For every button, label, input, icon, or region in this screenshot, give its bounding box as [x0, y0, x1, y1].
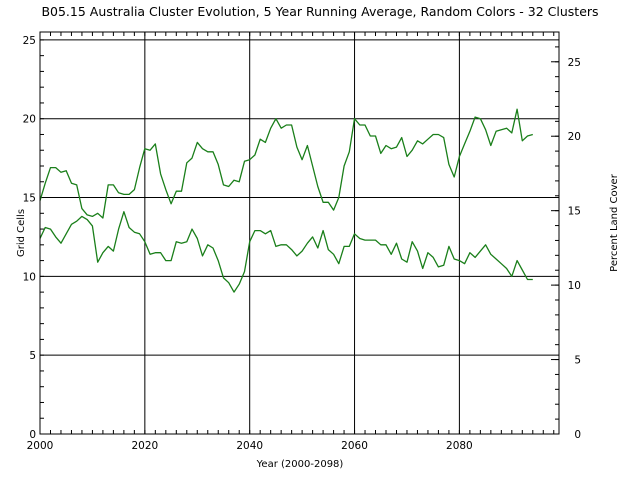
- y2-tick-label: 15: [568, 206, 581, 218]
- y2-tick-labels: 0 5 10 15 20 25: [568, 57, 581, 441]
- y-tick-label: 20: [23, 114, 36, 126]
- y2-tick-label: 0: [574, 429, 581, 441]
- y-tick-labels: 0 5 10 15 20 25: [23, 35, 36, 441]
- y-tick-label: 0: [29, 429, 36, 441]
- y-tick-label: 25: [23, 35, 36, 47]
- grid-lines: [40, 32, 559, 434]
- series-line-2: [39, 211, 533, 293]
- series-lines: [39, 108, 533, 293]
- x-tick-label: 2060: [341, 440, 368, 452]
- plot-frame: [39, 31, 560, 435]
- y-tick-label: 15: [23, 193, 36, 205]
- y2-tick-label: 5: [574, 355, 581, 367]
- y-tick-label: 5: [29, 350, 36, 362]
- series-line-1: [39, 108, 533, 219]
- x-tick-label: 2080: [446, 440, 473, 452]
- x-tick-label: 2040: [236, 440, 263, 452]
- x-tick-label: 2000: [27, 440, 54, 452]
- x-tick-labels: 2000 2020 2040 2060 2080: [27, 440, 473, 452]
- x-tick-label: 2020: [131, 440, 158, 452]
- y2-tick-label: 25: [568, 57, 581, 69]
- y-axis-label: Grid Cells: [16, 209, 27, 257]
- y-tick-label: 10: [23, 271, 36, 283]
- y2-axis-label: Percent Land Cover: [609, 173, 620, 272]
- chart-title: B05.15 Australia Cluster Evolution, 5 Ye…: [41, 4, 598, 19]
- y2-tick-label: 20: [568, 131, 581, 143]
- y2-tick-label: 10: [568, 280, 581, 292]
- x-axis-label: Year (2000-2098): [256, 459, 344, 470]
